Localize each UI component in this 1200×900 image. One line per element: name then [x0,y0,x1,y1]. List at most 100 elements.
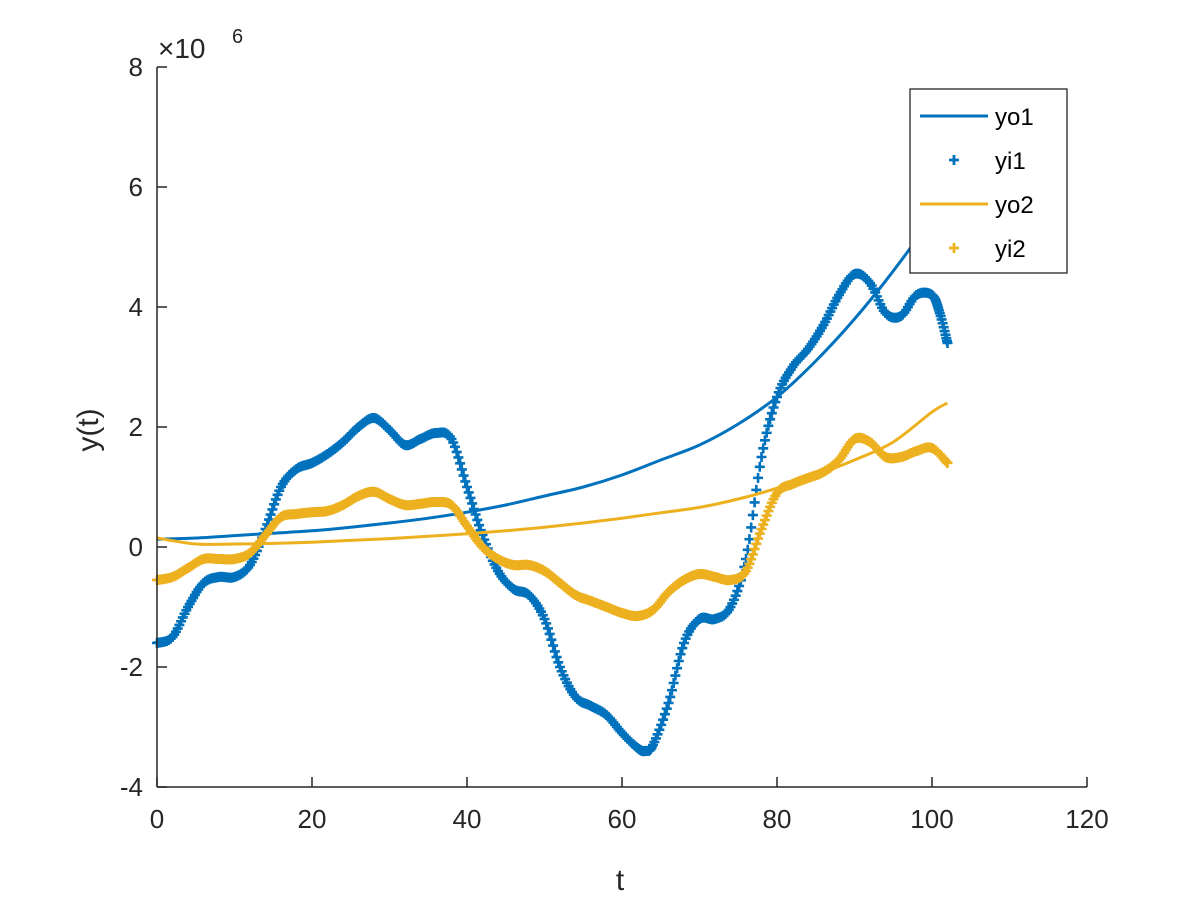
marker-yi1 [548,640,559,651]
marker-yi1 [465,492,476,503]
marker-yi1 [761,427,772,438]
marker-yi1 [673,656,684,666]
x-tick-label: 0 [150,804,164,834]
marker-yi1 [656,719,667,730]
marker-yi1 [544,628,555,639]
marker-yi1 [675,649,686,660]
marker-yi2 [749,544,760,555]
marker-yi1 [654,724,665,735]
marker-yi1 [546,634,557,645]
y-tick-label: 2 [129,412,143,442]
y-tick-label: -4 [120,772,143,802]
marker-yi1 [758,443,769,454]
marker-yi1 [746,522,757,533]
x-tick-label: 100 [910,804,953,834]
marker-yi1 [658,714,669,725]
series-yo1 [156,186,949,541]
axes: 0 20 40 60 80 100 120 -4 -2 0 2 4 6 8 [120,52,1109,834]
marker-yi1 [768,402,779,413]
x-axis-title: t [616,864,625,897]
plot-area [152,186,953,757]
legend-swatch-marker [949,243,959,253]
marker-yi1 [749,497,760,508]
marker-yi1 [455,458,466,469]
marker-yi1 [269,499,280,510]
y-axis-title: y(t) [72,408,105,451]
marker-yi1 [661,703,672,714]
marker-yi1 [467,498,478,509]
x-tick-label: 80 [763,804,792,834]
marker-yi1 [670,670,681,681]
marker-yi2 [942,458,953,468]
marker-yi1 [659,709,670,720]
legend-item-yo2: yo2 [920,192,1034,219]
marker-yi1 [267,504,278,515]
marker-yi1 [663,698,674,708]
marker-yi1 [553,657,564,668]
marker-yi1 [541,618,552,629]
marker-yi1 [747,510,758,521]
x-tick-label: 20 [298,804,327,834]
marker-yi1 [759,435,770,446]
marker-yi2 [751,538,762,549]
marker-yi1 [754,461,765,472]
x-tick-label: 60 [608,804,637,834]
marker-yi1 [772,392,782,402]
series-yi2 [152,432,953,622]
marker-yi1 [451,446,462,457]
y-tick-label: 0 [129,532,143,562]
marker-yi1 [549,646,560,657]
x-tick-label: 40 [453,804,482,834]
legend-label: yi2 [995,236,1026,263]
marker-yi1 [449,441,460,452]
y-tick-label: -2 [120,652,143,682]
marker-yi1 [263,514,274,525]
marker-yi1 [668,678,679,688]
marker-yi1 [458,470,469,481]
y-axis-multiplier-exponent: 6 [232,26,243,48]
marker-yi1 [744,534,755,545]
legend-item-yi2: yi2 [949,236,1026,263]
marker-yi1 [766,408,777,419]
marker-yi2 [746,554,757,565]
marker-yi1 [472,514,483,525]
y-axis-multiplier-base: ×10 [158,33,206,64]
marker-yi1 [551,652,562,663]
marker-yi1 [677,643,688,654]
marker-yi1 [456,464,467,475]
marker-yi1 [756,452,767,462]
legend-item-yo1: yo1 [920,104,1034,131]
marker-yi1 [672,663,683,674]
y-tick-label: 6 [129,172,143,202]
legend-label: yo2 [995,192,1034,219]
marker-yi1 [460,476,471,487]
marker-yi1 [463,487,474,498]
legend: yo1 yi1 yo2 yi2 [909,88,1068,274]
marker-yi1 [666,685,677,696]
marker-yi1 [763,420,774,431]
marker-yi1 [732,586,743,597]
legend-swatch-marker [949,155,959,165]
marker-yi1 [265,509,276,520]
series-line-yo1 [156,186,949,541]
marker-yi1 [462,482,472,492]
marker-yi2 [747,549,758,560]
marker-yi1 [665,691,676,702]
marker-yi1 [470,509,481,520]
marker-yi1 [765,414,776,425]
y-tick-label: 8 [129,52,143,82]
marker-yi1 [942,338,953,348]
marker-yi1 [453,452,464,463]
marker-yi1 [468,503,479,514]
series-yi1 [152,268,953,757]
marker-yi1 [542,623,553,634]
legend-label: yo1 [995,104,1034,131]
marker-yi2 [753,533,764,544]
legend-label: yi1 [995,148,1026,175]
y-axis-multiplier: ×10 6 [158,26,243,64]
marker-yi1 [770,397,781,408]
x-tick-label: 120 [1065,804,1108,834]
y-tick-label: 4 [129,292,143,322]
legend-item-yi1: yi1 [949,148,1026,175]
